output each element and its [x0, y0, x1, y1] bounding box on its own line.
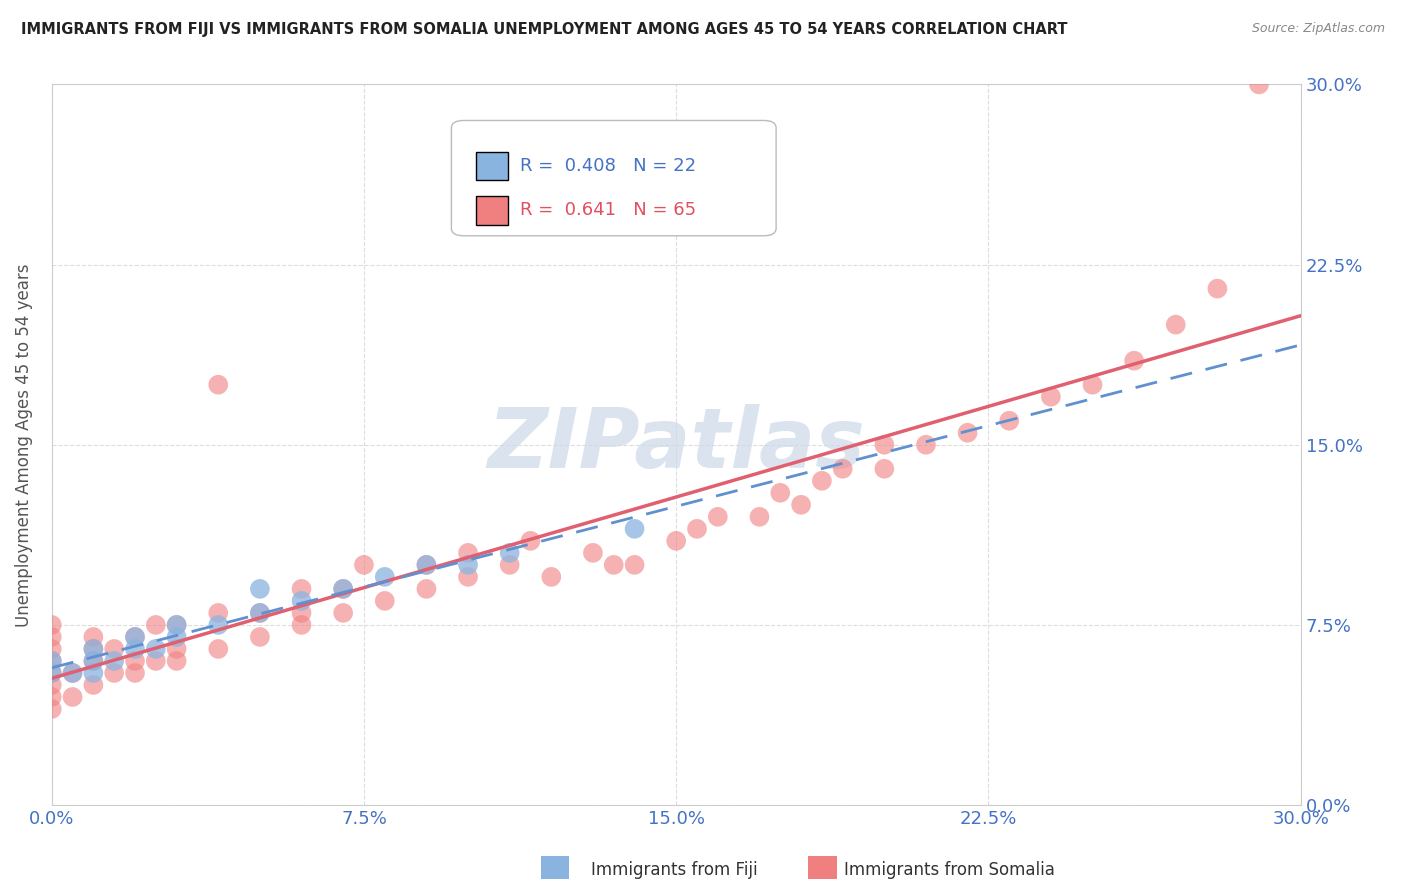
Point — [41, 678, 63, 692]
Point — [166, 654, 188, 668]
Point — [457, 558, 479, 572]
Point — [374, 594, 396, 608]
Point — [249, 606, 271, 620]
Point — [499, 546, 522, 560]
Point — [41, 702, 63, 716]
Point — [82, 642, 104, 657]
Point — [1123, 353, 1146, 368]
Point — [249, 630, 271, 644]
FancyBboxPatch shape — [477, 152, 508, 180]
Point — [332, 582, 354, 596]
Point — [623, 522, 645, 536]
Text: ZIPatlas: ZIPatlas — [488, 404, 865, 485]
Point — [956, 425, 979, 440]
Point — [41, 690, 63, 704]
Point — [103, 642, 125, 657]
Point — [665, 533, 688, 548]
Point — [41, 665, 63, 680]
Point — [1206, 282, 1229, 296]
Point — [145, 642, 167, 657]
Point — [41, 654, 63, 668]
Point — [519, 533, 541, 548]
Point — [748, 509, 770, 524]
Y-axis label: Unemployment Among Ages 45 to 54 years: Unemployment Among Ages 45 to 54 years — [15, 263, 32, 626]
Text: Immigrants from Somalia: Immigrants from Somalia — [844, 861, 1054, 879]
Point — [353, 558, 375, 572]
Point — [124, 654, 146, 668]
Point — [540, 570, 562, 584]
Point — [207, 606, 229, 620]
Point — [103, 665, 125, 680]
Point — [915, 438, 938, 452]
Point — [415, 558, 437, 572]
Point — [873, 438, 896, 452]
Point — [82, 630, 104, 644]
Point — [790, 498, 813, 512]
Point — [41, 642, 63, 657]
Point — [124, 630, 146, 644]
Point — [811, 474, 834, 488]
Point — [374, 570, 396, 584]
Point — [145, 654, 167, 668]
Text: R =  0.408   N = 22: R = 0.408 N = 22 — [520, 157, 696, 175]
Point — [124, 642, 146, 657]
Point — [686, 522, 709, 536]
Point — [1039, 390, 1062, 404]
Point — [82, 654, 104, 668]
Point — [415, 582, 437, 596]
Point — [707, 509, 730, 524]
Point — [62, 665, 84, 680]
Point — [166, 630, 188, 644]
Point — [1081, 377, 1104, 392]
Point — [290, 618, 312, 632]
Point — [249, 606, 271, 620]
Point — [41, 618, 63, 632]
Text: Source: ZipAtlas.com: Source: ZipAtlas.com — [1251, 22, 1385, 36]
Point — [831, 462, 853, 476]
Point — [1164, 318, 1187, 332]
Point — [415, 558, 437, 572]
Point — [82, 678, 104, 692]
Text: Immigrants from Fiji: Immigrants from Fiji — [591, 861, 758, 879]
Point — [623, 558, 645, 572]
Point — [1247, 78, 1270, 92]
Point — [145, 618, 167, 632]
Point — [166, 618, 188, 632]
Point — [457, 570, 479, 584]
Point — [290, 582, 312, 596]
Point — [332, 582, 354, 596]
Point — [207, 642, 229, 657]
Point — [41, 665, 63, 680]
Point — [82, 654, 104, 668]
FancyBboxPatch shape — [477, 196, 508, 225]
Point — [998, 414, 1021, 428]
Point — [332, 606, 354, 620]
Point — [249, 582, 271, 596]
Point — [62, 665, 84, 680]
Point — [873, 462, 896, 476]
Point — [166, 618, 188, 632]
Text: R =  0.641   N = 65: R = 0.641 N = 65 — [520, 202, 696, 219]
Point — [603, 558, 626, 572]
Point — [207, 377, 229, 392]
Point — [103, 654, 125, 668]
Point — [290, 594, 312, 608]
Point — [124, 630, 146, 644]
Point — [41, 630, 63, 644]
Point — [582, 546, 605, 560]
Point — [457, 546, 479, 560]
Point — [82, 642, 104, 657]
Point — [290, 606, 312, 620]
Point — [124, 665, 146, 680]
Point — [62, 690, 84, 704]
Point — [499, 558, 522, 572]
Text: IMMIGRANTS FROM FIJI VS IMMIGRANTS FROM SOMALIA UNEMPLOYMENT AMONG AGES 45 TO 54: IMMIGRANTS FROM FIJI VS IMMIGRANTS FROM … — [21, 22, 1067, 37]
Point — [166, 642, 188, 657]
Point — [769, 485, 792, 500]
FancyBboxPatch shape — [451, 120, 776, 235]
Point — [207, 618, 229, 632]
Point — [41, 654, 63, 668]
Point — [82, 665, 104, 680]
